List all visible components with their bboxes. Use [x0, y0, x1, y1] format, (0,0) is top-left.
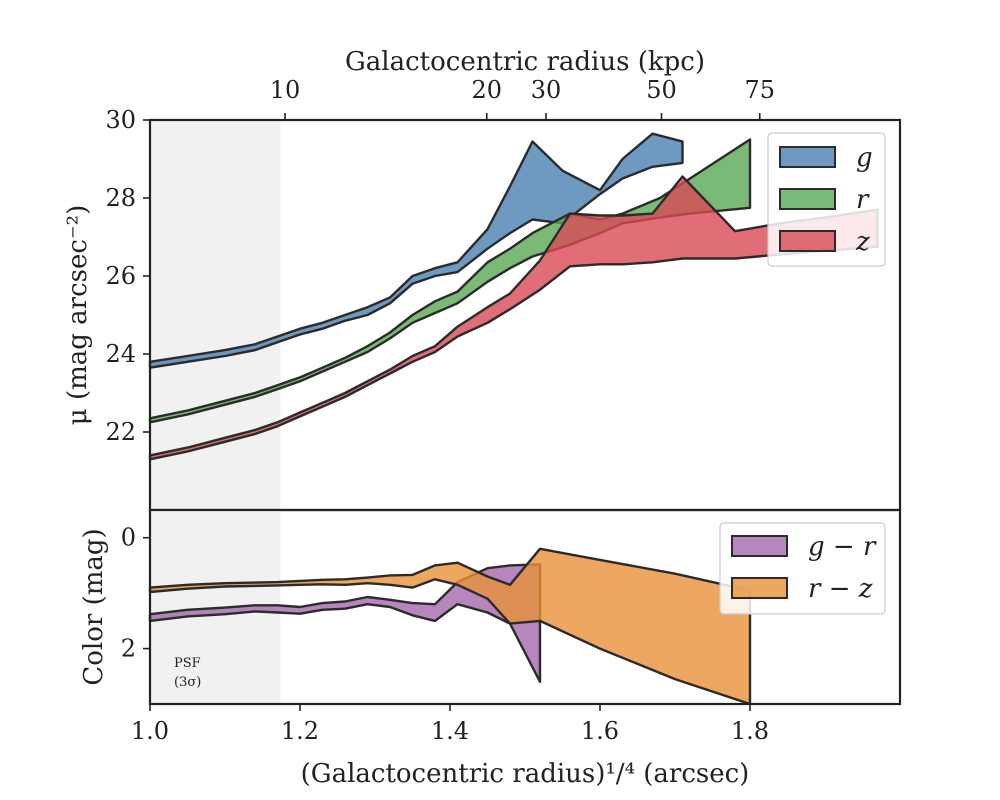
legend-swatch-g	[779, 146, 836, 168]
y-tick-label: 22	[105, 418, 136, 446]
lower-y-ticks: 02	[121, 524, 150, 663]
bottom-x-axis-label: (Galactocentric radius)¹/⁴ (arcsec)	[301, 759, 750, 789]
x-tick-label: 1.6	[581, 717, 619, 745]
top-x-tick-label: 30	[531, 76, 562, 104]
y-tick-label: 30	[105, 106, 136, 134]
lower-y-axis-label: Color (mag)	[79, 528, 109, 685]
legend-label-r-z: r − z	[808, 574, 873, 604]
bottom-x-ticks: 1.0 1.2 1.4 1.6 1.8	[131, 704, 769, 745]
upper-legend: grz	[767, 132, 886, 267]
y-tick-label: 2	[121, 635, 136, 663]
legend-swatch-z	[779, 230, 836, 252]
legend-swatch-g-r	[731, 535, 788, 557]
x-tick-label: 1.8	[731, 717, 769, 745]
upper-panel: 22 24 26 28 30 10 20 30 50 75 Galactocentric rad…	[63, 47, 902, 512]
upper-y-ticks: 22 24 26 28 30	[105, 106, 150, 446]
legend-label-r: r	[856, 185, 870, 215]
lower-legend: g − r r − z	[719, 522, 886, 615]
y-tick-label: 24	[105, 340, 136, 368]
top-x-ticks: 10 20 30 50 75	[270, 76, 775, 120]
x-tick-label: 1.2	[281, 717, 319, 745]
psf-annotation-line1: PSF	[174, 656, 201, 671]
band-r	[148, 138, 752, 424]
upper-y-axis-label: μ (mag arcsec⁻²)	[63, 205, 93, 425]
psf-annotation-line2: (3σ)	[174, 675, 201, 690]
top-x-tick-label: 20	[471, 76, 502, 104]
top-x-tick-label: 75	[744, 76, 775, 104]
x-tick-label: 1.0	[131, 717, 169, 745]
legend-label-g: g	[856, 143, 873, 173]
legend-swatch-r-z	[731, 577, 788, 599]
y-tick-label: 0	[121, 524, 136, 552]
legend-label-z: z	[855, 227, 870, 257]
lower-frame	[148, 508, 902, 706]
y-tick-label: 26	[105, 262, 136, 290]
legend-label-g-r: g − r	[808, 532, 877, 562]
legend-swatch-r	[779, 188, 836, 210]
x-tick-label: 1.4	[431, 717, 469, 745]
top-x-tick-label: 10	[270, 76, 301, 104]
top-x-tick-label: 50	[646, 76, 677, 104]
y-tick-label: 28	[105, 184, 136, 212]
band-g	[148, 132, 684, 369]
lower-panel: 02 1.0 1.2 1.4 1.6 1.8 (Galactocentric radiu…	[79, 508, 902, 789]
top-x-axis-label: Galactocentric radius (kpc)	[345, 47, 705, 77]
